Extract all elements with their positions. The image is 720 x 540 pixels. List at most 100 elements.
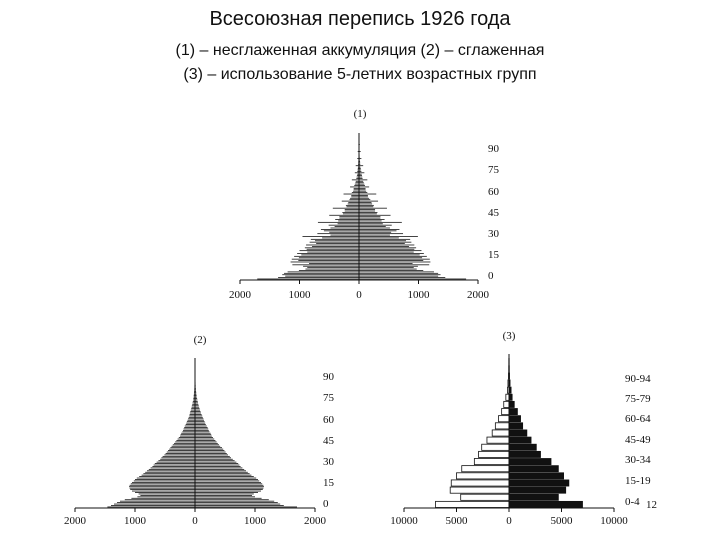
bar-right-age-85 <box>359 158 362 160</box>
bar-left-age-64 <box>189 414 195 415</box>
bar-left-age-33 <box>329 231 359 233</box>
bar-right-age-50 <box>195 434 212 436</box>
bar-left-age-19 <box>135 479 195 480</box>
bar-left-age-30 <box>154 463 195 464</box>
bar-left-age-76 <box>193 396 195 398</box>
bar-left-age-11 <box>309 263 359 264</box>
bar-left-age-31 <box>156 461 195 463</box>
bar-right-age-78 <box>359 168 361 169</box>
bar-right-age-57 <box>195 424 206 425</box>
bar-left-age-37 <box>165 453 195 454</box>
bar-left-age-3 <box>117 502 195 504</box>
bar-left-age-21 <box>139 476 195 477</box>
y-tick-label: 30 <box>323 456 335 468</box>
y-tick-label: 90 <box>488 143 500 155</box>
x-tick-label: 2000 <box>304 515 327 527</box>
bar-right-age-62 <box>359 190 367 192</box>
bar-right-age-72 <box>195 402 198 404</box>
bar-left-age-46 <box>176 440 195 441</box>
bar-right-age-78 <box>195 393 197 395</box>
bar-right-age-37 <box>195 453 227 454</box>
bar-left-40-44 <box>481 443 510 451</box>
x-tick-label: 1000 <box>289 289 312 301</box>
bar-left-70-74 <box>503 400 510 408</box>
bar-right-age-24 <box>359 244 415 246</box>
bar-right-age-79 <box>359 166 361 168</box>
bar-left-age-34 <box>161 457 195 459</box>
bar-left-65-69 <box>501 408 510 416</box>
bar-left-age-74 <box>193 399 195 401</box>
bar-right-age-54 <box>195 428 209 430</box>
bar-right-25-29 <box>508 465 559 473</box>
bar-right-age-70 <box>359 179 368 181</box>
bar-left-age-62 <box>188 416 195 418</box>
bar-left-age-24 <box>145 471 195 473</box>
bar-right-age-62 <box>195 416 203 418</box>
bar-right-age-19 <box>359 251 414 253</box>
bar-left-age-54 <box>183 428 195 430</box>
bar-right-age-6 <box>195 497 262 499</box>
bar-right-age-13 <box>359 260 424 261</box>
bar-right-40-44 <box>508 443 537 451</box>
bar-right-age-65 <box>359 186 370 188</box>
bar-left-age-85 <box>357 158 359 160</box>
bar-right-age-43 <box>195 444 219 446</box>
x-tick-label: 2000 <box>467 289 490 301</box>
bar-left-age-38 <box>328 224 359 226</box>
panel-label: (2) <box>194 334 207 346</box>
bar-left-age-58 <box>351 196 359 198</box>
bar-right-age-74 <box>195 399 198 401</box>
bar-right-age-71 <box>195 403 199 405</box>
bar-right-age-9 <box>195 493 254 495</box>
bar-right-age-64 <box>195 414 202 415</box>
bar-right-age-47 <box>359 212 378 213</box>
y-tick-label: 30 <box>488 228 500 240</box>
bar-left-age-29 <box>153 464 195 466</box>
bar-right-age-26 <box>359 241 412 243</box>
bar-right-age-64 <box>359 187 366 189</box>
bar-left-age-36 <box>164 454 195 456</box>
bar-right-age-59 <box>195 421 205 423</box>
bar-left-age-35 <box>162 455 195 457</box>
bar-left-age-40 <box>169 448 195 450</box>
bar-right-age-18 <box>359 253 424 254</box>
bar-right-age-49 <box>359 209 376 210</box>
bar-left-age-14 <box>291 258 359 260</box>
bar-right-age-54 <box>359 202 372 203</box>
bar-left-age-48 <box>178 437 195 438</box>
bar-right-age-15 <box>195 484 264 486</box>
bar-left-age-10 <box>135 492 195 493</box>
y-tick-label: 90 <box>323 371 335 383</box>
bar-left-age-22 <box>141 474 195 476</box>
bar-left-age-62 <box>353 190 359 192</box>
bar-left-age-42 <box>171 445 195 447</box>
bar-right-age-65 <box>195 412 201 414</box>
bar-right-age-33 <box>195 458 233 460</box>
bar-right-age-79 <box>195 392 197 394</box>
bar-right-age-14 <box>359 258 430 260</box>
x-tick-label: 0 <box>506 515 512 527</box>
bar-left-age-5 <box>124 499 195 501</box>
bar-left-age-0 <box>257 278 359 280</box>
y-tick-label: 15 <box>323 477 335 489</box>
bar-right-age-27 <box>195 467 243 469</box>
bar-left-age-0 <box>107 506 195 508</box>
bar-left-age-45 <box>175 441 195 443</box>
bar-left-age-78 <box>193 393 195 395</box>
bar-right-age-35 <box>195 455 230 457</box>
bar-right-age-13 <box>195 487 264 489</box>
bar-right-age-0 <box>359 278 467 280</box>
y-tick-label: 0 <box>323 498 329 510</box>
bar-left-age-6 <box>131 497 195 499</box>
bar-left-age-20 <box>299 250 359 252</box>
bar-left-age-47 <box>342 212 359 213</box>
bar-left-age-27 <box>314 240 359 242</box>
bar-left-age-35 <box>320 229 359 230</box>
bar-left-age-60 <box>343 193 359 195</box>
bar-right-age-69 <box>195 406 200 408</box>
bar-right-age-43 <box>359 217 381 219</box>
bar-right-age-40 <box>195 448 224 450</box>
bar-left-age-28 <box>152 466 195 467</box>
subtitle-line-2: (3) – использование 5-летних возрастных … <box>183 66 537 83</box>
bar-left-age-50 <box>180 434 195 436</box>
